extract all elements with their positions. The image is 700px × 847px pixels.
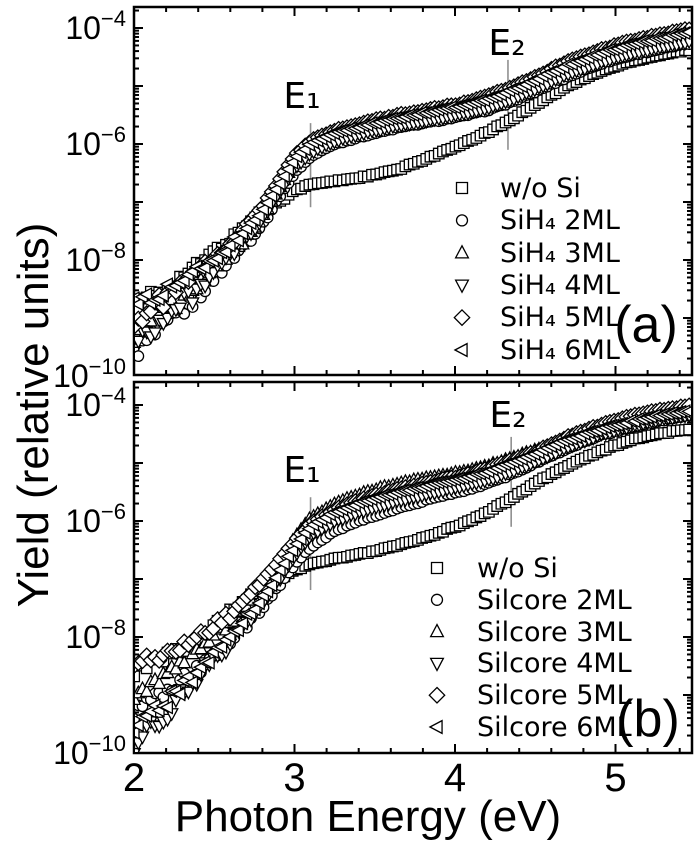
legend-label-b-silcore-3ml: Silcore 3ML [477, 617, 632, 648]
panel-b-label: (b) [616, 690, 680, 748]
svg-text:10−4: 10−4 [65, 383, 126, 423]
svg-text:4: 4 [444, 756, 466, 800]
legend-label-b-silcore-5ml: Silcore 5ML [477, 680, 632, 711]
series-silcore-6ml-b [135, 404, 691, 740]
svg-text:10−6: 10−6 [65, 499, 126, 539]
legend-label-a-sih4-2ml: SiH₄ 2ML [500, 205, 620, 236]
svg-text:10−10: 10−10 [53, 731, 126, 771]
panel-b-border [132, 380, 694, 755]
y-axis-title: Yield (relative units) [9, 223, 58, 608]
panel-b-plot-area: 10−4 10−6 10−8 10−102 3 4 5 [53, 380, 694, 800]
x-axis-title: Photon Energy (eV) [175, 792, 561, 841]
svg-text:10−8: 10−8 [65, 615, 126, 655]
annotation-e1-label-panel-a: E₁ [283, 76, 320, 117]
svg-text:5: 5 [604, 756, 626, 800]
svg-text:2: 2 [123, 756, 145, 800]
svg-text:10−10: 10−10 [53, 354, 126, 394]
svg-text:10−8: 10−8 [65, 238, 126, 278]
annotation-e2-label-panel-b: E₂ [489, 395, 526, 436]
svg-text:10−6: 10−6 [65, 122, 126, 162]
panel-a-legend-markers [453, 181, 471, 358]
x-tick-labels: 2 3 4 5 [123, 756, 627, 800]
legend-label-a-sih4-3ml: SiH₄ 3ML [500, 238, 620, 269]
panel-b-legend-markers [428, 561, 446, 735]
panel-b-y-tick-labels: 10−4 10−6 10−8 10−10 [53, 383, 126, 771]
legend-label-b-silcore-4ml: Silcore 4ML [477, 648, 632, 679]
panel-a-label: (a) [614, 296, 678, 354]
panel-a-y-tick-labels: 10−4 10−6 10−8 10−10 [53, 6, 126, 394]
annotation-e1-label-panel-b: E₁ [283, 450, 320, 491]
legend-label-a-wo-si: w/o Si [500, 173, 581, 204]
legend-label-a-sih4-6ml: SiH₄ 6ML [500, 335, 620, 366]
legend-label-a-sih4-5ml: SiH₄ 5ML [500, 302, 620, 333]
annotation-e2-label-panel-a: E₂ [488, 23, 525, 64]
panel-a-plot-area: 10−4 10−6 10−8 10−10 [53, 5, 694, 394]
legend-label-b-silcore-2ml: Silcore 2ML [477, 585, 632, 616]
series-sih-6ml-a [135, 25, 691, 312]
legend-label-a-sih4-4ml: SiH₄ 4ML [500, 270, 620, 301]
legend-label-b-wo-si: w/o Si [477, 553, 558, 584]
svg-text:10−4: 10−4 [65, 6, 126, 46]
panel-a-border [132, 5, 694, 377]
svg-text:3: 3 [283, 756, 305, 800]
legend-label-b-silcore-6ml: Silcore 6ML [477, 712, 632, 743]
